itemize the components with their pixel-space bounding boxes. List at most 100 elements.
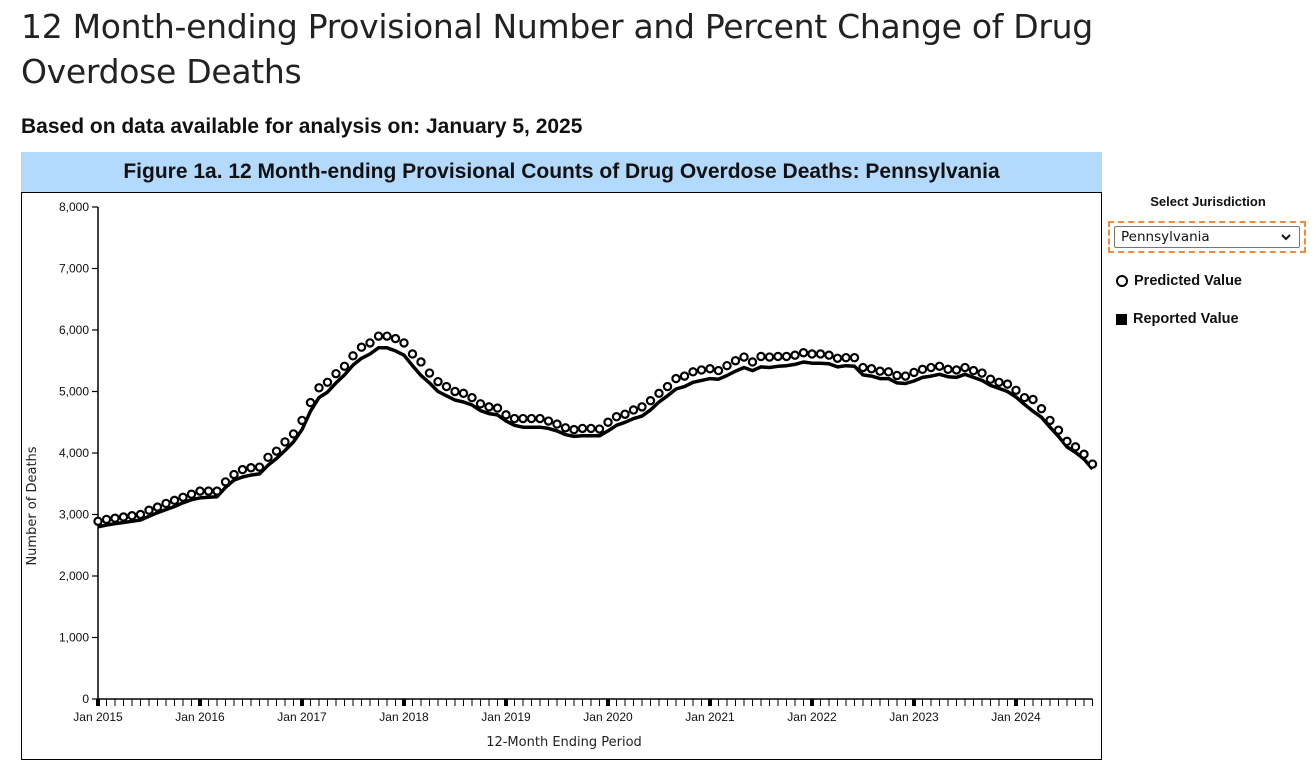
predicted-point[interactable]	[798, 348, 809, 358]
predicted-point[interactable]	[331, 368, 341, 379]
predicted-point[interactable]	[611, 412, 622, 422]
predicted-point[interactable]	[450, 386, 460, 397]
predicted-point[interactable]	[297, 415, 307, 426]
predicted-point[interactable]	[356, 342, 367, 352]
predicted-point[interactable]	[1079, 449, 1089, 459]
predicted-point[interactable]	[152, 502, 163, 512]
predicted-point[interactable]	[1036, 404, 1047, 414]
predicted-point[interactable]	[926, 362, 936, 373]
predicted-point[interactable]	[390, 333, 401, 344]
predicted-point[interactable]	[518, 413, 528, 424]
predicted-point[interactable]	[93, 516, 103, 526]
predicted-point[interactable]	[178, 492, 188, 502]
predicted-point[interactable]	[730, 356, 741, 366]
predicted-point[interactable]	[688, 367, 698, 377]
predicted-point[interactable]	[433, 376, 443, 387]
predicted-point[interactable]	[271, 446, 282, 456]
predicted-point[interactable]	[526, 413, 537, 424]
predicted-point[interactable]	[739, 352, 749, 362]
predicted-point[interactable]	[1011, 385, 1021, 395]
predicted-point[interactable]	[246, 463, 256, 473]
predicted-point[interactable]	[654, 388, 664, 399]
predicted-point[interactable]	[305, 397, 316, 408]
predicted-point[interactable]	[815, 349, 826, 359]
predicted-point[interactable]	[144, 505, 154, 515]
predicted-point[interactable]	[586, 423, 596, 434]
predicted-point[interactable]	[441, 381, 452, 392]
predicted-point[interactable]	[543, 416, 554, 426]
predicted-point[interactable]	[1002, 379, 1013, 389]
predicted-point[interactable]	[790, 350, 800, 360]
predicted-point[interactable]	[424, 368, 435, 378]
predicted-point[interactable]	[484, 402, 494, 412]
predicted-point[interactable]	[951, 365, 962, 375]
predicted-point[interactable]	[764, 352, 775, 362]
predicted-point[interactable]	[1053, 425, 1064, 435]
predicted-point[interactable]	[560, 423, 571, 433]
predicted-point[interactable]	[263, 452, 273, 463]
predicted-point[interactable]	[229, 469, 239, 480]
predicted-point[interactable]	[994, 377, 1004, 387]
predicted-point[interactable]	[314, 383, 324, 393]
predicted-point[interactable]	[237, 464, 248, 475]
predicted-point[interactable]	[220, 477, 231, 487]
predicted-point[interactable]	[399, 338, 409, 348]
predicted-point[interactable]	[628, 405, 639, 415]
predicted-point[interactable]	[900, 371, 911, 381]
predicted-point[interactable]	[696, 365, 707, 375]
predicted-point[interactable]	[756, 351, 766, 362]
predicted-point[interactable]	[917, 364, 928, 375]
predicted-point[interactable]	[535, 413, 545, 424]
predicted-point[interactable]	[875, 366, 885, 376]
predicted-point[interactable]	[161, 498, 171, 509]
predicted-point[interactable]	[110, 513, 120, 523]
predicted-point[interactable]	[594, 424, 605, 434]
predicted-point[interactable]	[883, 367, 894, 377]
predicted-point[interactable]	[866, 364, 877, 374]
predicted-point[interactable]	[1028, 394, 1038, 405]
predicted-point[interactable]	[135, 509, 146, 520]
predicted-point[interactable]	[101, 514, 112, 525]
predicted-point[interactable]	[1070, 442, 1081, 452]
predicted-point[interactable]	[203, 486, 214, 496]
predicted-point[interactable]	[569, 424, 579, 435]
predicted-point[interactable]	[322, 377, 333, 387]
predicted-point[interactable]	[458, 388, 469, 399]
predicted-point[interactable]	[195, 486, 205, 496]
predicted-point[interactable]	[773, 351, 783, 362]
predicted-point[interactable]	[679, 371, 690, 381]
predicted-point[interactable]	[577, 423, 588, 434]
jurisdiction-select[interactable]: Pennsylvania	[1114, 226, 1300, 248]
predicted-point[interactable]	[382, 331, 392, 341]
predicted-point[interactable]	[637, 402, 647, 412]
predicted-point[interactable]	[985, 374, 996, 384]
predicted-point[interactable]	[288, 429, 299, 439]
predicted-point[interactable]	[475, 399, 486, 409]
predicted-point[interactable]	[977, 368, 987, 378]
predicted-point[interactable]	[705, 364, 715, 374]
predicted-point[interactable]	[824, 350, 834, 360]
predicted-point[interactable]	[1062, 436, 1072, 447]
predicted-point[interactable]	[339, 361, 350, 371]
predicted-point[interactable]	[858, 362, 868, 373]
predicted-point[interactable]	[662, 381, 673, 392]
predicted-point[interactable]	[960, 362, 970, 373]
predicted-point[interactable]	[169, 495, 180, 506]
predicted-point[interactable]	[492, 403, 503, 413]
predicted-point[interactable]	[943, 364, 953, 375]
predicted-point[interactable]	[416, 357, 426, 367]
predicted-point[interactable]	[1087, 459, 1098, 469]
predicted-point[interactable]	[781, 351, 792, 362]
predicted-point[interactable]	[509, 413, 520, 424]
predicted-point[interactable]	[620, 409, 630, 419]
predicted-point[interactable]	[671, 373, 681, 384]
predicted-point[interactable]	[934, 361, 945, 371]
predicted-point[interactable]	[501, 410, 511, 420]
predicted-point[interactable]	[212, 486, 222, 496]
predicted-point[interactable]	[645, 396, 656, 406]
predicted-point[interactable]	[127, 511, 137, 521]
predicted-point[interactable]	[832, 353, 843, 363]
predicted-point[interactable]	[407, 349, 418, 359]
predicted-point[interactable]	[1045, 415, 1055, 426]
predicted-point[interactable]	[118, 512, 129, 522]
